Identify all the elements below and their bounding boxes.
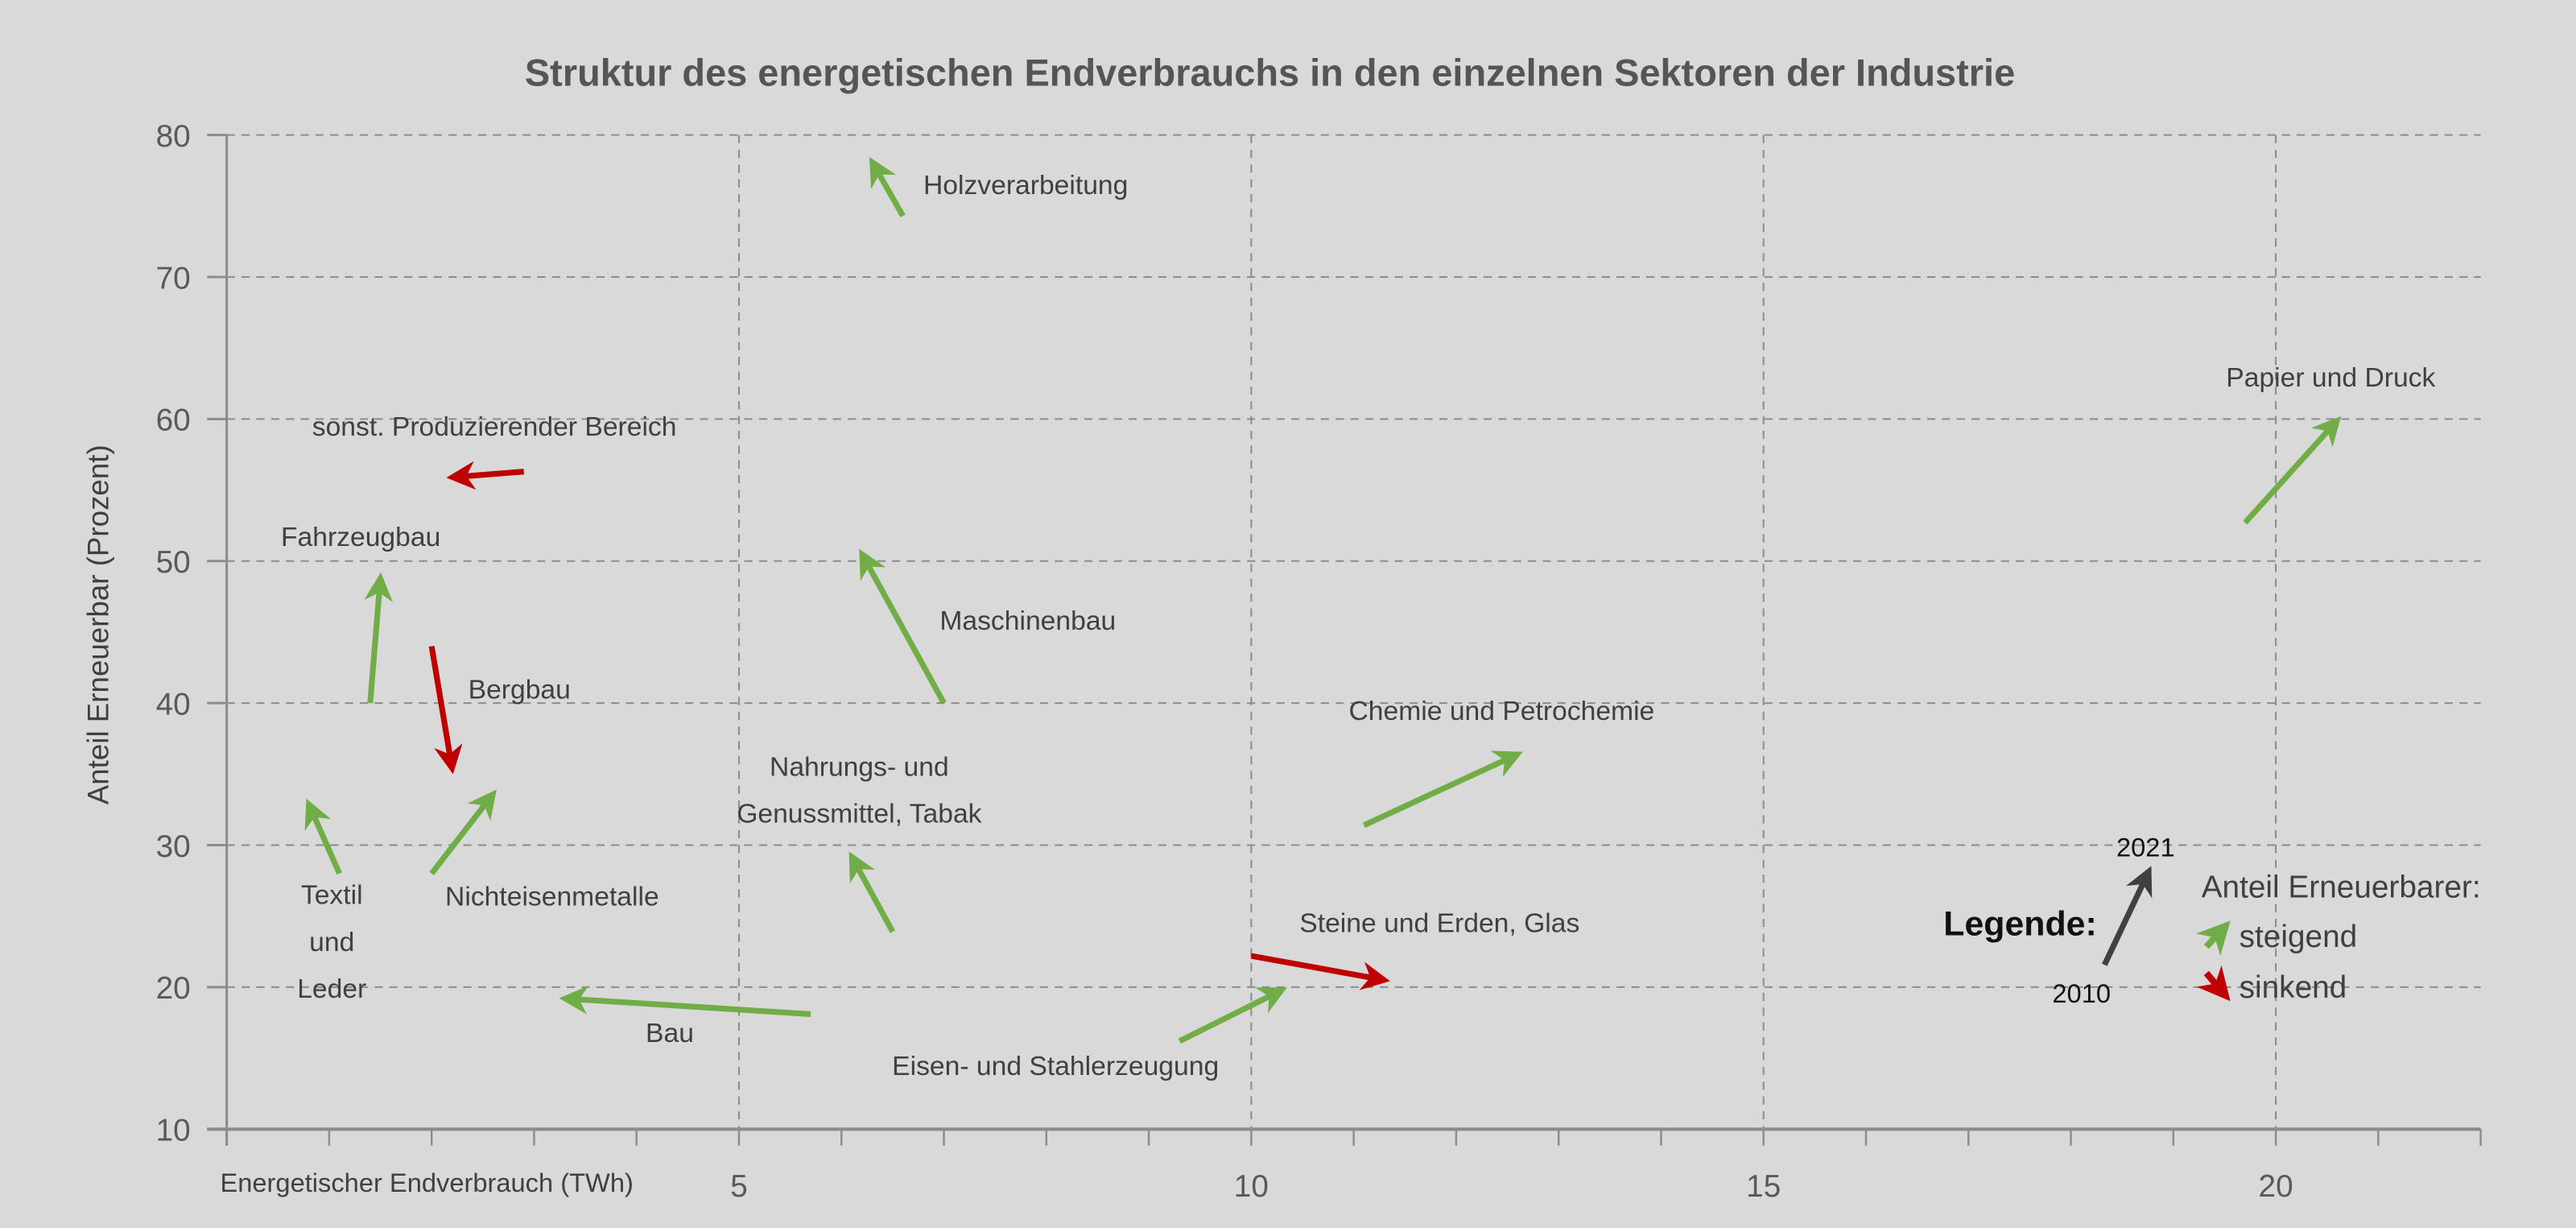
arrow-3 [428, 645, 463, 775]
y-tick-label: 20 [156, 971, 191, 1006]
legend-falling-icon [2196, 965, 2231, 1002]
sector-label: Nahrungs- und [770, 753, 949, 783]
sector-label: Bergbau [469, 676, 571, 705]
legend: Legende: 2021 2010 Anteil Erneuerbarer: … [1943, 833, 2480, 1009]
legend-rising-label: steigend [2240, 920, 2358, 954]
arrow-8 [559, 986, 811, 1017]
x-tick-label: 20 [2259, 1169, 2293, 1204]
arrows [304, 156, 2342, 1044]
legend-arrow [2102, 866, 2153, 966]
legend-title: Legende: [1943, 904, 2096, 943]
sector-label: Textil [301, 881, 363, 911]
sector-label: Eisen- und Stahlerzeugung [892, 1052, 1219, 1081]
arrow-11 [1178, 987, 1287, 1044]
sector-label: und [309, 928, 354, 957]
sector-label: Bau [646, 1019, 694, 1048]
sector-label: Fahrzeugbau [281, 523, 440, 552]
arrow-12 [2243, 416, 2342, 525]
sector-label: Chemie und Petrochemie [1349, 697, 1655, 726]
y-tick-label: 50 [156, 545, 191, 580]
sector-label: Genussmittel, Tabak [737, 800, 981, 829]
x-tick-label: 15 [1746, 1169, 1781, 1204]
legend-falling-label: sinkend [2240, 970, 2347, 1005]
arrow-0 [869, 156, 906, 217]
legend-rising-icon [2196, 920, 2231, 957]
y-tick-label: 60 [156, 403, 191, 438]
x-axis-label: Energetischer Endverbrauch (TWh) [220, 1168, 633, 1197]
chart-title: Struktur des energetischen Endverbrauchs… [525, 52, 2015, 93]
arrow-4 [304, 798, 342, 875]
sector-labels: Holzverarbeitung sonst. Produzierender Be… [281, 171, 2436, 1081]
sector-label: Steine und Erden, Glas [1299, 908, 1579, 938]
y-tick-label: 80 [156, 119, 191, 154]
sector-label: Maschinenbau [939, 606, 1116, 636]
x-tick-label: 10 [1234, 1169, 1269, 1204]
arrow-2 [364, 572, 394, 704]
sector-label: Nichteisenmetalle [445, 883, 659, 912]
sector-label: Leder [297, 974, 366, 1004]
y-tick-label: 70 [156, 261, 191, 296]
legend-end-label: 2021 [2116, 833, 2175, 862]
axes: 10 20 30 40 50 60 70 80 5 10 15 20 [156, 119, 2482, 1204]
y-axis-label: Anteil Erneuerbar (Prozent) [82, 444, 115, 804]
sector-label: Holzverarbeitung [923, 171, 1128, 201]
gridlines [226, 134, 2481, 1130]
y-tick-label: 30 [156, 829, 191, 864]
arrow-9 [1362, 750, 1523, 829]
y-tick-label: 10 [156, 1114, 191, 1148]
legend-start-label: 2010 [2052, 978, 2111, 1008]
arrow-10 [1250, 953, 1390, 990]
arrow-6 [859, 548, 947, 705]
legend-heading: Anteil Erneuerbarer: [2202, 870, 2481, 905]
y-tick-label: 40 [156, 687, 191, 722]
x-tick-label: 5 [730, 1169, 748, 1204]
sector-label: sonst. Produzierender Bereich [312, 412, 677, 442]
arrow-1 [446, 461, 525, 490]
sector-label: Papier und Druck [2226, 363, 2435, 393]
arrow-7 [848, 851, 896, 933]
arrow-5 [429, 789, 497, 875]
